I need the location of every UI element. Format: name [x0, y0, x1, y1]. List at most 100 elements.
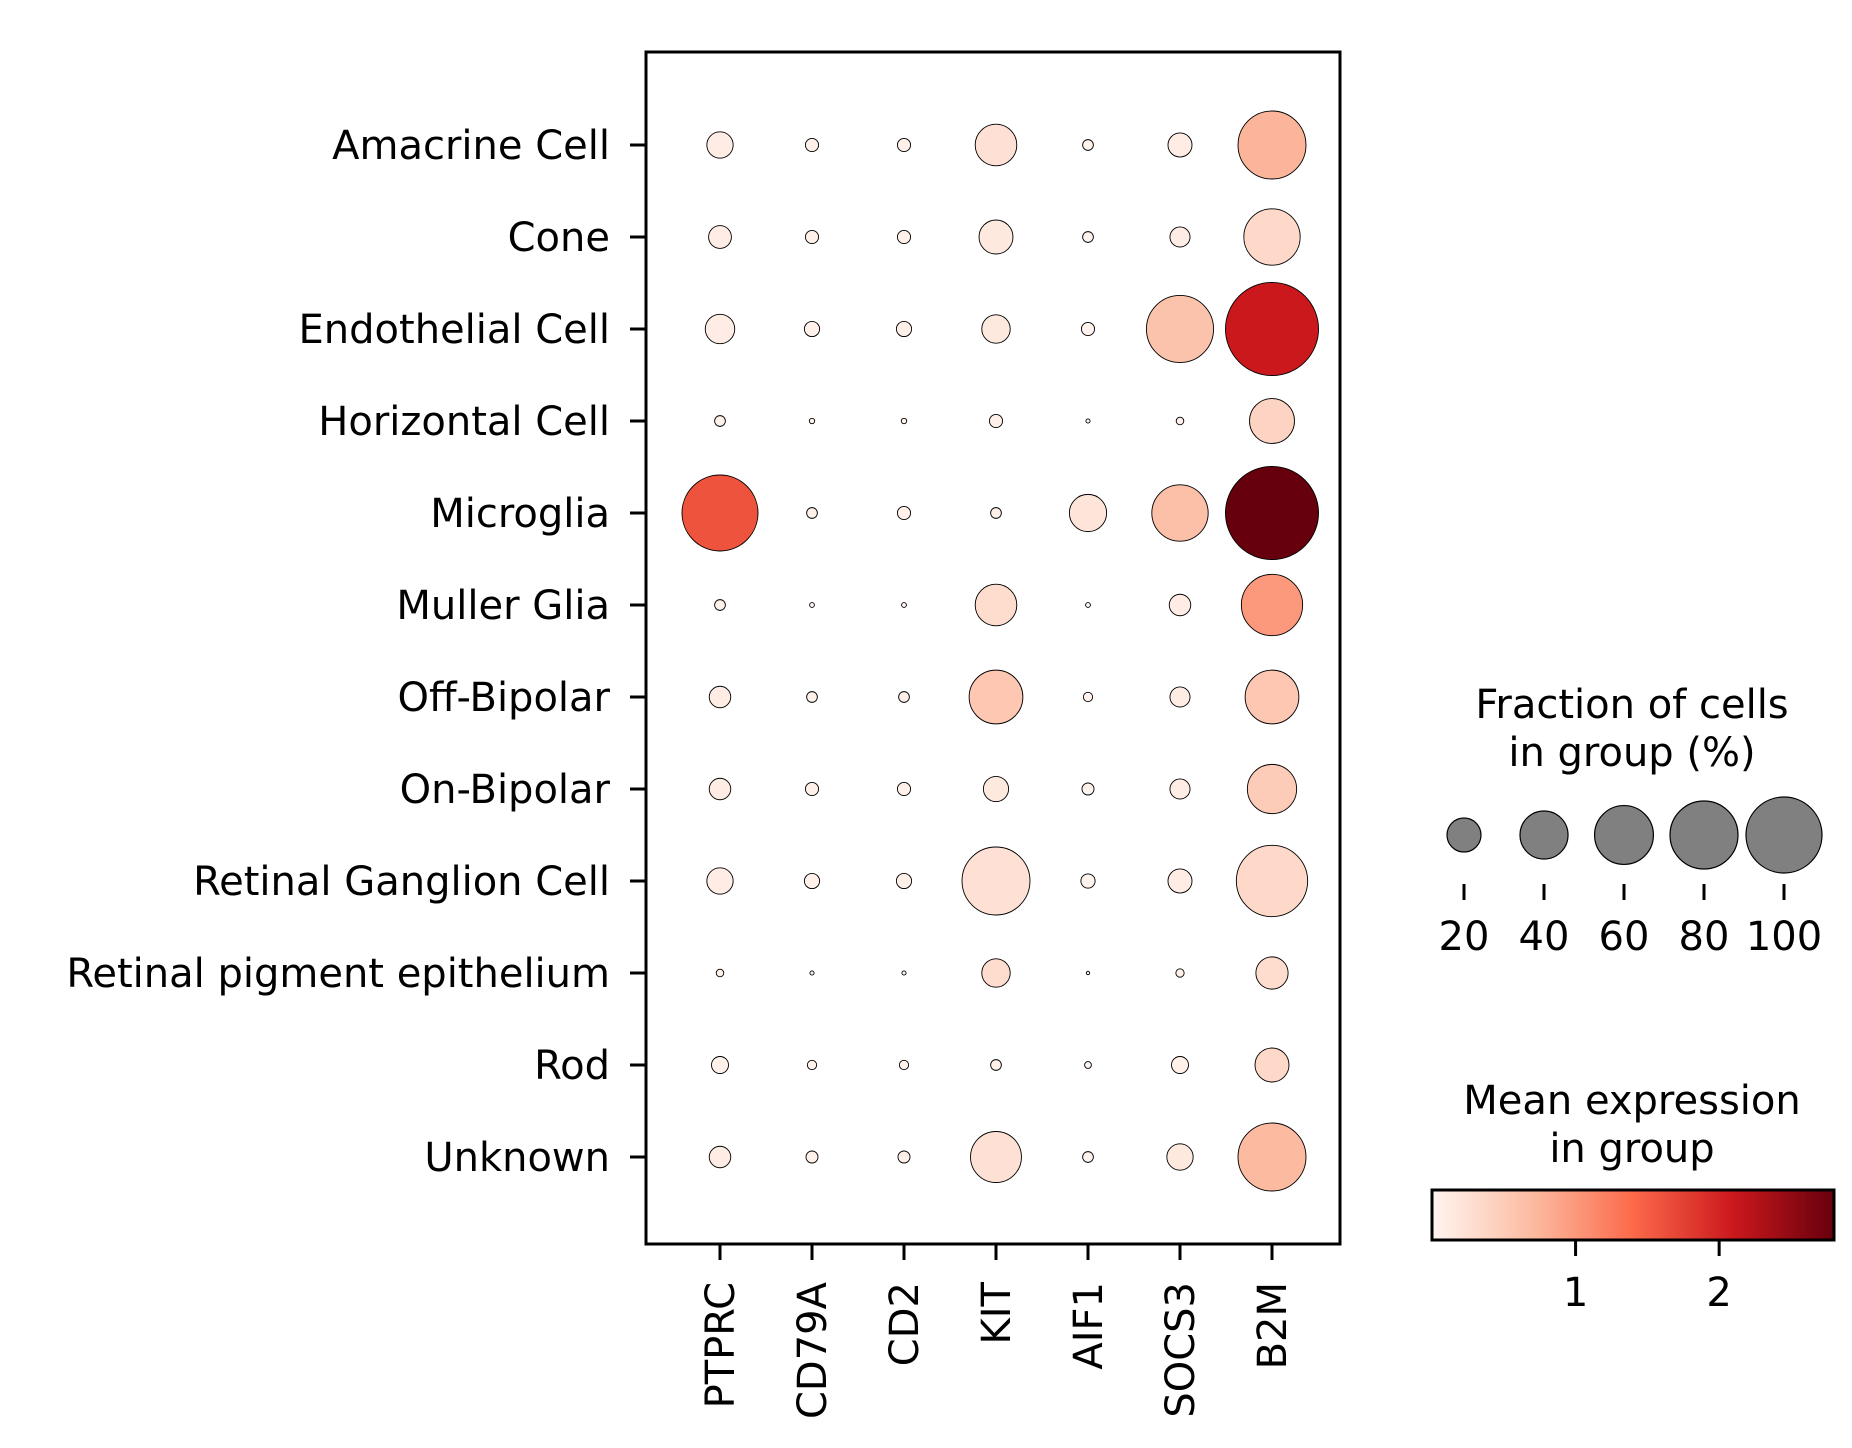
dot	[708, 685, 732, 709]
plot-frame	[644, 50, 1342, 1246]
dot	[1168, 593, 1192, 617]
dot	[1243, 208, 1301, 266]
dot	[1085, 602, 1091, 608]
dot	[1080, 321, 1096, 337]
dot	[1175, 416, 1185, 426]
row-label: Muller Glia	[396, 583, 610, 629]
row-label: Microglia	[430, 491, 610, 537]
dot	[1169, 778, 1191, 800]
dot	[706, 131, 734, 159]
size-legend-label: 20	[1439, 914, 1490, 960]
dot	[1145, 294, 1215, 364]
size-legend: Fraction of cells in group (%) 20 40 60 80 1…	[1439, 682, 1823, 960]
dot	[1225, 282, 1319, 376]
dot	[706, 867, 734, 895]
dot	[982, 775, 1010, 803]
dot	[1235, 844, 1309, 918]
dot	[896, 505, 912, 521]
dot	[681, 474, 759, 552]
column-label: B2M	[1250, 1282, 1296, 1369]
column-label: KIT	[974, 1281, 1020, 1344]
size-legend-circle	[1745, 796, 1823, 874]
dot	[900, 417, 908, 425]
dot	[715, 968, 725, 978]
dot	[896, 781, 912, 797]
dot	[1175, 968, 1185, 978]
colorbar-tick-label: 2	[1706, 1270, 1731, 1316]
dot	[901, 970, 907, 976]
row-label: Retinal pigment epithelium	[66, 951, 610, 997]
plot-area: Amacrine Cell Cone Endothelial Cell Horizon…	[66, 110, 1319, 1419]
dot	[708, 1145, 732, 1169]
column-label: SOCS3	[1158, 1282, 1204, 1418]
dot	[1080, 873, 1096, 889]
row-label: Retinal Ganglion Cell	[193, 859, 610, 905]
dot	[1237, 110, 1307, 180]
dot	[970, 1131, 1022, 1183]
size-legend-label: 40	[1519, 914, 1570, 960]
dot	[1249, 398, 1295, 444]
row-label: Endothelial Cell	[299, 307, 610, 353]
dot	[704, 313, 736, 345]
colorbar	[1430, 1188, 1836, 1242]
column-label: PTPRC	[698, 1282, 744, 1408]
dot	[1171, 1056, 1189, 1074]
dot	[1151, 484, 1209, 542]
dot	[1085, 970, 1091, 976]
dot	[806, 691, 818, 703]
size-legend-circle	[1669, 800, 1739, 870]
dot	[961, 846, 1031, 916]
dot	[896, 229, 912, 245]
dot	[898, 691, 910, 703]
dot	[895, 872, 913, 890]
dot	[895, 320, 913, 338]
size-legend-label: 100	[1746, 914, 1822, 960]
dot	[978, 219, 1014, 255]
dot	[1081, 782, 1095, 796]
dot	[990, 507, 1002, 519]
row-label: Cone	[508, 215, 610, 261]
dot	[804, 137, 820, 153]
dot	[806, 1059, 818, 1071]
dot	[808, 417, 816, 425]
dot	[1085, 418, 1091, 424]
dot	[1169, 686, 1191, 708]
dot	[1240, 573, 1304, 637]
size-legend-label: 80	[1679, 914, 1730, 960]
size-legend-title-line2: in group (%)	[1508, 730, 1755, 776]
row-label: Amacrine Cell	[332, 123, 610, 169]
color-legend: Mean expression in group 1 2	[1430, 1078, 1836, 1316]
dot	[1255, 956, 1289, 990]
dot	[1082, 691, 1094, 703]
dot	[981, 958, 1011, 988]
dot	[714, 415, 726, 427]
dot	[988, 413, 1004, 429]
dot	[1246, 763, 1298, 815]
dot	[974, 123, 1018, 167]
row-label: On-Bipolar	[400, 767, 611, 813]
size-legend-circle	[1446, 817, 1482, 853]
dot	[1167, 132, 1193, 158]
dot	[805, 1150, 819, 1164]
row-label: Horizontal Cell	[318, 399, 610, 445]
dot	[896, 137, 912, 153]
dot	[1084, 1061, 1092, 1069]
dot	[897, 1150, 911, 1164]
size-legend-label: 60	[1599, 914, 1650, 960]
dot	[1244, 669, 1300, 725]
dot	[981, 314, 1011, 344]
column-label: CD2	[882, 1282, 928, 1366]
colorbar-tick-label: 1	[1563, 1270, 1588, 1316]
column-label: CD79A	[790, 1281, 836, 1419]
dot	[714, 599, 726, 611]
column-label: AIF1	[1066, 1282, 1112, 1370]
row-label: Rod	[534, 1043, 610, 1089]
dot	[809, 602, 815, 608]
dot	[803, 320, 821, 338]
dot	[1166, 1143, 1194, 1171]
dot	[708, 777, 732, 801]
dot	[1167, 868, 1193, 894]
dot	[809, 970, 815, 976]
color-legend-title-line2: in group	[1549, 1126, 1714, 1172]
dot	[804, 781, 820, 797]
